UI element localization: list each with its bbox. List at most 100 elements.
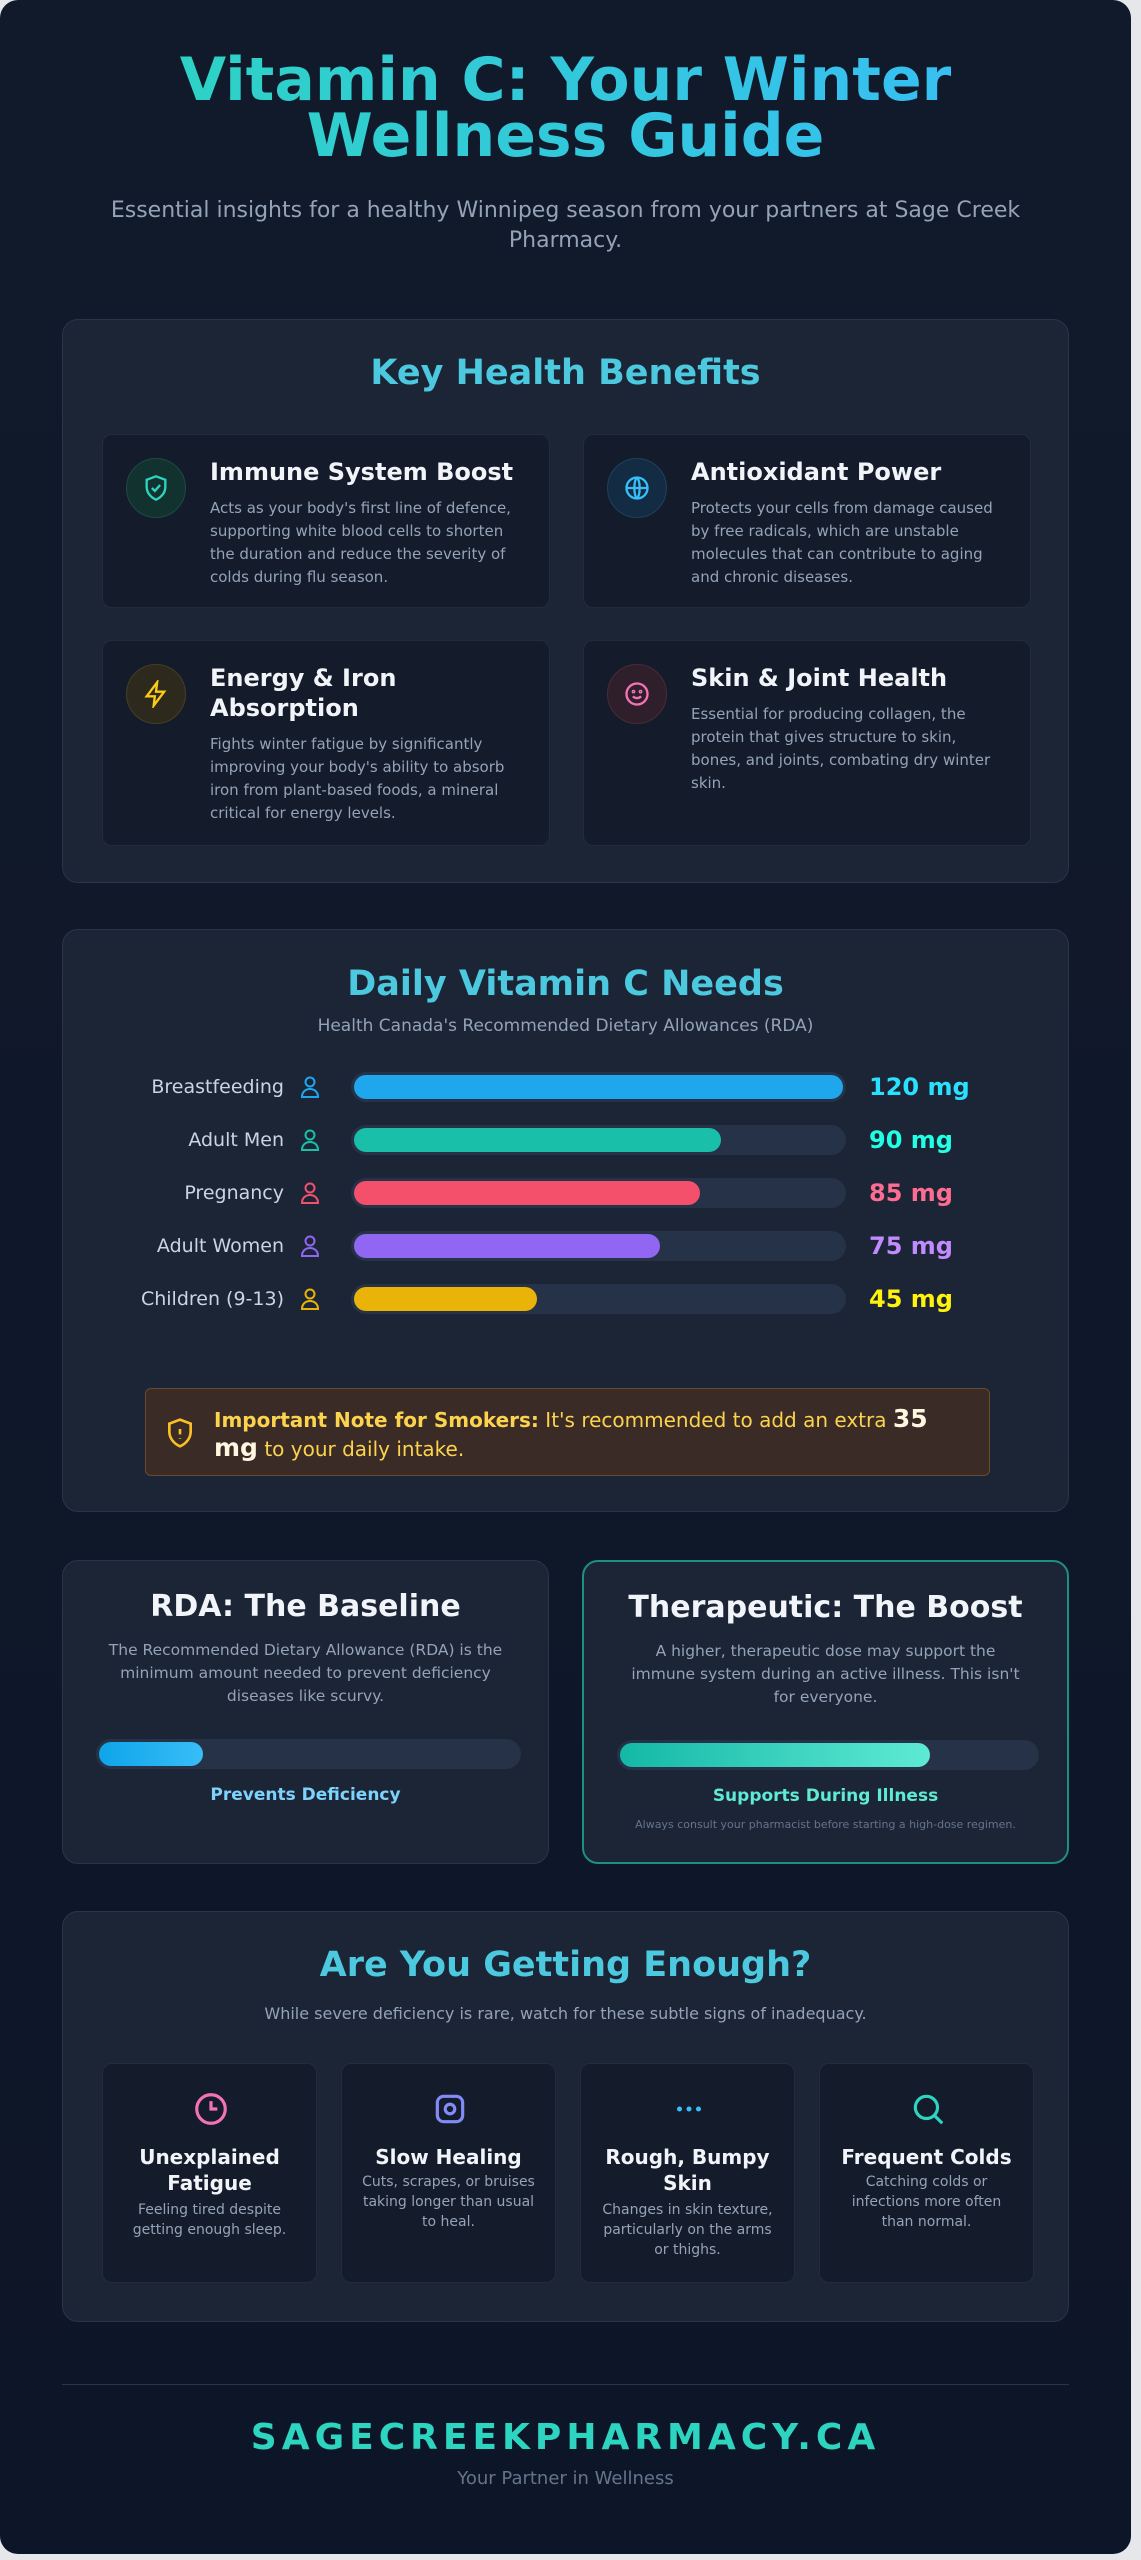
dose-footnote: Always consult your pharmacist before st… bbox=[635, 1818, 1016, 1831]
shield-icon bbox=[168, 1418, 192, 1448]
benefit-title: Immune System Boost bbox=[210, 458, 514, 486]
dose-card: RDA: The Baseline The Recommended Dietar… bbox=[62, 1560, 549, 1864]
icon bbox=[126, 664, 186, 724]
sign-card: Unexplained Fatigue Feeling tired despit… bbox=[102, 2063, 317, 2283]
bar-chart: Breastfeeding 120 mg Adult Men 90 mg Pregnan… bbox=[63, 1060, 1070, 1325]
needs-section: Daily Vitamin C Needs Health Canada's Re… bbox=[62, 929, 1069, 1512]
person-icon bbox=[300, 1129, 320, 1151]
benefit-text: Protects your cells from damage caused b… bbox=[691, 499, 993, 586]
dose-text: The Recommended Dietary Allowance (RDA) … bbox=[108, 1641, 503, 1705]
bar-track bbox=[351, 1071, 846, 1102]
sign-text: Catching colds or infections more often … bbox=[851, 2174, 1002, 2230]
benefit-card: Skin & Joint Health Essential for produc… bbox=[583, 640, 1031, 846]
value-label: 120 mg bbox=[869, 1072, 970, 1101]
globe-icon bbox=[625, 476, 649, 500]
bar-row: Adult Women 75 mg bbox=[63, 1219, 1070, 1272]
dose-title: RDA: The Baseline bbox=[150, 1589, 461, 1624]
section-heading: Are You Getting Enough? bbox=[319, 1945, 812, 1985]
bar bbox=[354, 1233, 660, 1258]
value-label: 75 mg bbox=[869, 1231, 953, 1260]
note-text: It's recommended to add an extra bbox=[545, 1408, 887, 1432]
bar-label: Adult Women bbox=[156, 1234, 284, 1257]
icon bbox=[607, 664, 667, 724]
benefit-card: Antioxidant Power Protects your cells fr… bbox=[583, 434, 1031, 608]
bar bbox=[354, 1286, 538, 1311]
search-icon bbox=[913, 2094, 944, 2125]
divider bbox=[62, 2384, 1069, 2385]
dose-track bbox=[617, 1740, 1039, 1770]
bar bbox=[354, 1074, 843, 1099]
sign-title: Frequent Colds bbox=[841, 2145, 1012, 2169]
dots-icon bbox=[676, 2106, 702, 2112]
bar-label: Adult Men bbox=[188, 1128, 284, 1151]
sign-card: Rough, Bumpy Skin Changes in skin textur… bbox=[580, 2063, 795, 2283]
dose-track bbox=[96, 1739, 521, 1769]
footer-brand: SAGECREEKPHARMACY.CA bbox=[250, 2417, 881, 2458]
value-label: 90 mg bbox=[869, 1125, 953, 1154]
sign-card: Slow Healing Cuts, scrapes, or bruises t… bbox=[341, 2063, 556, 2283]
sign-text: Changes in skin texture, particularly on… bbox=[602, 2202, 773, 2258]
bar-track bbox=[351, 1230, 846, 1261]
benefit-text: Acts as your body's first line of defenc… bbox=[210, 499, 511, 586]
person-icon bbox=[300, 1076, 320, 1098]
person-icon bbox=[300, 1235, 320, 1257]
bar-row: Pregnancy 85 mg bbox=[63, 1166, 1070, 1219]
person-icon bbox=[300, 1182, 320, 1204]
bar-row: Breastfeeding 120 mg bbox=[63, 1060, 1070, 1113]
bar bbox=[354, 1127, 721, 1152]
benefit-title: Antioxidant Power bbox=[691, 458, 942, 486]
sign-title: Slow Healing bbox=[375, 2145, 522, 2169]
benefit-card: Immune System Boost Acts as your body's … bbox=[102, 434, 550, 608]
title: Vitamin C: Your Winter Wellness Guide bbox=[80, 50, 1051, 166]
dose-caption: Supports During Illness bbox=[712, 1786, 939, 1806]
subtitle: Essential insights for a healthy Winnipe… bbox=[110, 198, 1021, 253]
section-subtitle: While severe deficiency is rare, watch f… bbox=[264, 2004, 867, 2023]
sign-card: Frequent Colds Catching colds or infecti… bbox=[819, 2063, 1034, 2283]
note-amount: 35 mg bbox=[214, 1404, 928, 1462]
sign-title: Rough, Bumpy Skin bbox=[605, 2145, 770, 2195]
footer-tagline: Your Partner in Wellness bbox=[457, 2468, 674, 2489]
benefit-text: Essential for producing collagen, the pr… bbox=[691, 705, 991, 792]
bar-label: Children (9-13) bbox=[140, 1287, 284, 1310]
note-text: to your daily intake. bbox=[264, 1437, 465, 1461]
bar-row: Children (9-13) 45 mg bbox=[63, 1272, 1070, 1325]
dose-fill bbox=[620, 1743, 930, 1767]
value-label: 45 mg bbox=[869, 1284, 953, 1313]
value-label: 85 mg bbox=[869, 1178, 953, 1207]
bar-label: Breastfeeding bbox=[151, 1075, 284, 1098]
benefit-card: Energy & Iron Absorption Fights winter f… bbox=[102, 640, 550, 846]
smoker-note: Important Note for Smokers: It's recomme… bbox=[145, 1388, 990, 1476]
bandage-icon bbox=[435, 2094, 465, 2124]
bolt-icon bbox=[144, 680, 167, 708]
dose-fill bbox=[99, 1742, 203, 1766]
row-icon bbox=[297, 1234, 323, 1258]
row-icon bbox=[297, 1181, 323, 1205]
dose-title: Therapeutic: The Boost bbox=[628, 1590, 1023, 1625]
benefit-text: Fights winter fatigue by significantly i… bbox=[210, 735, 505, 822]
benefit-title: Skin & Joint Health bbox=[691, 664, 948, 692]
sign-text: Feeling tired despite getting enough sle… bbox=[132, 2202, 287, 2238]
smile-icon bbox=[625, 682, 649, 706]
note-label: Important Note for Smokers: bbox=[214, 1408, 539, 1432]
bar-row: Adult Men 90 mg bbox=[63, 1113, 1070, 1166]
row-icon bbox=[297, 1075, 323, 1099]
icon bbox=[607, 458, 667, 518]
section-subtitle: Health Canada's Recommended Dietary Allo… bbox=[317, 1016, 814, 1036]
section-heading: Daily Vitamin C Needs bbox=[347, 964, 784, 1004]
clock-icon bbox=[195, 2093, 227, 2125]
benefit-title: Energy & Iron Absorption bbox=[210, 664, 397, 722]
icon bbox=[126, 458, 186, 518]
dose-text: A higher, therapeutic dose may support t… bbox=[631, 1642, 1020, 1706]
sign-text: Cuts, scrapes, or bruises taking longer … bbox=[362, 2174, 535, 2230]
section-heading: Key Health Benefits bbox=[370, 353, 761, 393]
bar-label: Pregnancy bbox=[184, 1181, 284, 1204]
bar-track bbox=[351, 1283, 846, 1314]
bar-track bbox=[351, 1124, 846, 1155]
signs-section: Are You Getting Enough? While severe def… bbox=[62, 1911, 1069, 2322]
bar bbox=[354, 1180, 701, 1205]
benefits-section: Key Health Benefits Immune System Boost … bbox=[62, 319, 1069, 883]
row-icon bbox=[297, 1128, 323, 1152]
dose-caption: Prevents Deficiency bbox=[210, 1785, 401, 1805]
